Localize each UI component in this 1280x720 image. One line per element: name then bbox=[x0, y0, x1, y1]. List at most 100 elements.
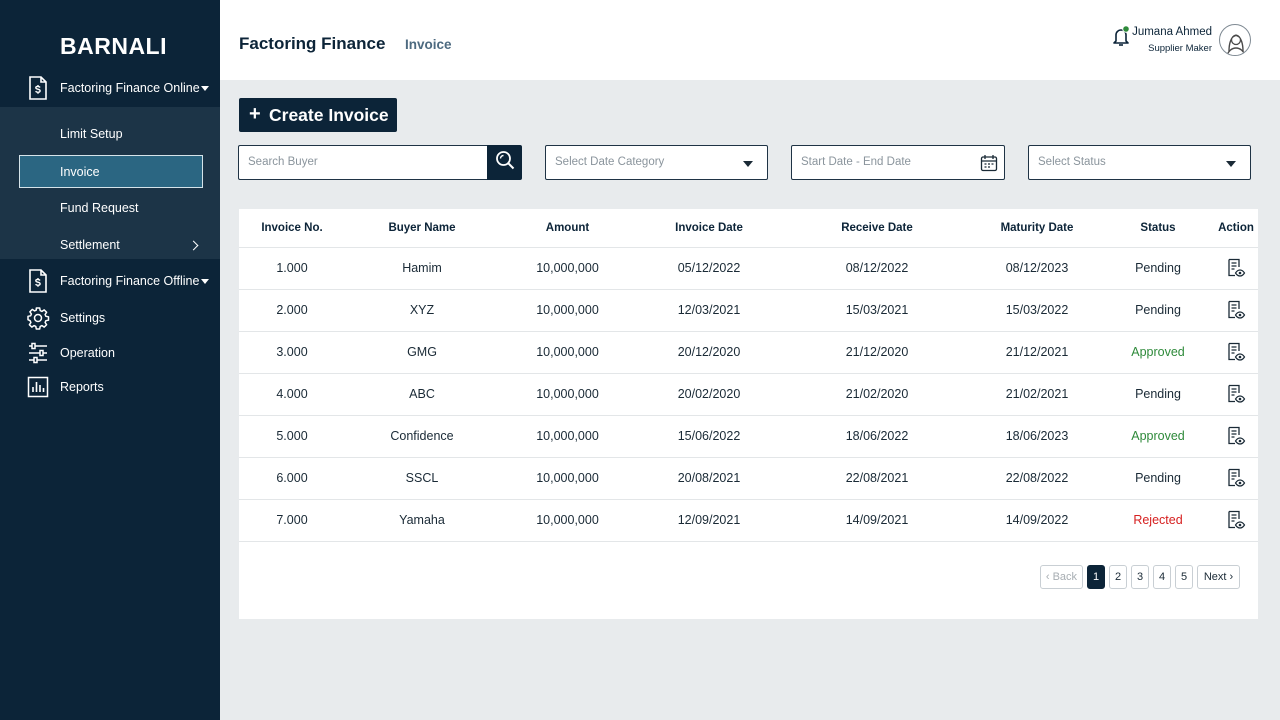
invoice-date-cell: 12/03/2021 bbox=[636, 289, 782, 332]
view-invoice-icon[interactable] bbox=[1226, 426, 1246, 446]
pagination-back-button[interactable]: ‹ Back bbox=[1040, 565, 1083, 589]
invoice-date-cell: 15/06/2022 bbox=[636, 415, 782, 458]
caret-down-icon bbox=[1226, 161, 1236, 167]
table-row[interactable]: 6.000 SSCL 10,000,000 20/08/2021 22/08/2021 2… bbox=[239, 457, 1258, 500]
sidebar-item-reports[interactable]: Reports bbox=[0, 370, 220, 404]
gear-icon bbox=[26, 306, 50, 330]
buyer-name-cell: Confidence bbox=[345, 415, 499, 458]
chevron-right-icon bbox=[188, 240, 199, 250]
invoice-date-cell: 20/12/2020 bbox=[636, 331, 782, 374]
view-invoice-icon[interactable] bbox=[1226, 468, 1246, 488]
create-invoice-label: Create Invoice bbox=[269, 105, 389, 125]
top-header: Factoring Finance Invoice Jumana Ahmed S… bbox=[220, 0, 1280, 80]
receive-date-cell: 21/12/2020 bbox=[782, 331, 972, 374]
amount-cell: 10,000,000 bbox=[499, 499, 636, 542]
status-placeholder: Select Status bbox=[1038, 156, 1106, 168]
sidebar-item-label: Factoring Finance Online bbox=[60, 81, 200, 95]
status-cell: Approved bbox=[1102, 415, 1214, 458]
pagination-page-5[interactable]: 5 bbox=[1175, 565, 1193, 589]
sidebar-item-operation[interactable]: Operation bbox=[0, 336, 220, 370]
buyer-name-cell: XYZ bbox=[345, 289, 499, 332]
buyer-name-cell: Yamaha bbox=[345, 499, 499, 542]
sidebar-item-settings[interactable]: Settings bbox=[0, 301, 220, 335]
pagination-label: Next bbox=[1203, 571, 1227, 583]
pagination-page-1[interactable]: 1 bbox=[1087, 565, 1105, 589]
maturity-date-cell: 21/02/2021 bbox=[972, 373, 1102, 416]
sidebar-item-factoring-finance-online[interactable]: Factoring Finance Online bbox=[0, 71, 220, 105]
view-invoice-icon[interactable] bbox=[1226, 342, 1246, 362]
table-row[interactable]: 2.000 XYZ 10,000,000 12/03/2021 15/03/2021 15… bbox=[239, 289, 1258, 332]
sidebar-item-fund-request[interactable]: Fund Request bbox=[0, 192, 220, 224]
amount-cell: 10,000,000 bbox=[499, 247, 636, 290]
view-invoice-icon[interactable] bbox=[1226, 300, 1246, 320]
submenu-factoring-finance-online: Limit Setup Invoice Fund Request Settlem… bbox=[0, 107, 220, 259]
table-row[interactable]: 5.000 Confidence 10,000,000 15/06/2022 18/06… bbox=[239, 415, 1258, 458]
sidebar-item-settlement[interactable]: Settlement bbox=[0, 229, 220, 261]
table-row[interactable]: 1.000 Hamim 10,000,000 05/12/2022 08/12/2022… bbox=[239, 247, 1258, 290]
pagination-label: 2 bbox=[1114, 571, 1122, 583]
amount-cell: 10,000,000 bbox=[499, 289, 636, 332]
column-header-status[interactable]: Status bbox=[1102, 209, 1214, 248]
date-range-placeholder: Start Date - End Date bbox=[801, 156, 911, 168]
sliders-icon bbox=[26, 341, 50, 365]
date-category-select[interactable]: Select Date Category bbox=[545, 145, 768, 180]
sidebar: BARNALI Factoring Finance Online Limit S… bbox=[0, 0, 220, 720]
column-header-invoice-date[interactable]: Invoice Date bbox=[636, 209, 782, 248]
table-row[interactable]: 7.000 Yamaha 10,000,000 12/09/2021 14/09/202… bbox=[239, 499, 1258, 542]
pagination-next-button[interactable]: Next › bbox=[1197, 565, 1240, 589]
invoice-date-cell: 20/02/2020 bbox=[636, 373, 782, 416]
chevron-right-icon: › bbox=[1229, 571, 1234, 583]
column-header-action: Action bbox=[1214, 209, 1258, 248]
avatar[interactable] bbox=[1219, 24, 1251, 56]
invoice-no-cell: 5.000 bbox=[239, 415, 345, 458]
sidebar-item-label: Limit Setup bbox=[60, 127, 123, 141]
pagination-page-4[interactable]: 4 bbox=[1153, 565, 1171, 589]
sidebar-item-label: Factoring Finance Offline bbox=[60, 274, 200, 288]
search-buyer-input[interactable]: Search Buyer bbox=[238, 145, 488, 180]
receive-date-cell: 08/12/2022 bbox=[782, 247, 972, 290]
invoice-no-cell: 4.000 bbox=[239, 373, 345, 416]
notification-bell-icon[interactable] bbox=[1109, 24, 1133, 48]
invoice-date-cell: 05/12/2022 bbox=[636, 247, 782, 290]
pagination-label: 1 bbox=[1092, 571, 1100, 583]
action-cell bbox=[1214, 289, 1258, 332]
maturity-date-cell: 15/03/2022 bbox=[972, 289, 1102, 332]
sidebar-item-limit-setup[interactable]: Limit Setup bbox=[0, 118, 220, 150]
page-title: Factoring Finance bbox=[239, 34, 386, 53]
pagination-label: 3 bbox=[1136, 571, 1144, 583]
column-header-maturity-date[interactable]: Maturity Date bbox=[972, 209, 1102, 248]
maturity-date-cell: 14/09/2022 bbox=[972, 499, 1102, 542]
status-cell: Pending bbox=[1102, 289, 1214, 332]
invoice-date-cell: 20/08/2021 bbox=[636, 457, 782, 500]
table-row[interactable]: 3.000 GMG 10,000,000 20/12/2020 21/12/2020 21… bbox=[239, 331, 1258, 374]
search-button[interactable] bbox=[487, 145, 522, 180]
date-range-picker[interactable]: Start Date - End Date bbox=[791, 145, 1005, 180]
sidebar-item-label: Settlement bbox=[60, 238, 120, 252]
column-header-invoice-no[interactable]: Invoice No. bbox=[239, 209, 345, 248]
pagination-page-3[interactable]: 3 bbox=[1131, 565, 1149, 589]
status-select[interactable]: Select Status bbox=[1028, 145, 1251, 180]
invoice-table: Invoice No. Buyer Name Amount Invoice Da… bbox=[239, 209, 1258, 542]
pagination-label: Back bbox=[1052, 571, 1078, 583]
document-dollar-icon bbox=[26, 269, 50, 293]
column-header-receive-date[interactable]: Receive Date bbox=[782, 209, 972, 248]
action-cell bbox=[1214, 373, 1258, 416]
table-row[interactable]: 4.000 ABC 10,000,000 20/02/2020 21/02/2020 21… bbox=[239, 373, 1258, 416]
buyer-name-cell: GMG bbox=[345, 331, 499, 374]
pagination-page-2[interactable]: 2 bbox=[1109, 565, 1127, 589]
breadcrumb: Invoice bbox=[405, 37, 452, 52]
status-cell: Pending bbox=[1102, 373, 1214, 416]
view-invoice-icon[interactable] bbox=[1226, 384, 1246, 404]
create-invoice-button[interactable]: + Create Invoice bbox=[239, 98, 397, 132]
view-invoice-icon[interactable] bbox=[1226, 510, 1246, 530]
column-header-amount[interactable]: Amount bbox=[499, 209, 636, 248]
sidebar-item-label: Operation bbox=[60, 346, 115, 360]
view-invoice-icon[interactable] bbox=[1226, 258, 1246, 278]
sidebar-item-invoice[interactable]: Invoice bbox=[19, 155, 203, 188]
column-header-buyer-name[interactable]: Buyer Name bbox=[345, 209, 499, 248]
user-role: Supplier Maker bbox=[1148, 43, 1212, 54]
brand-logo: BARNALI bbox=[60, 33, 167, 59]
caret-down-icon bbox=[743, 161, 753, 167]
maturity-date-cell: 21/12/2021 bbox=[972, 331, 1102, 374]
sidebar-item-factoring-finance-offline[interactable]: Factoring Finance Offline bbox=[0, 264, 220, 298]
